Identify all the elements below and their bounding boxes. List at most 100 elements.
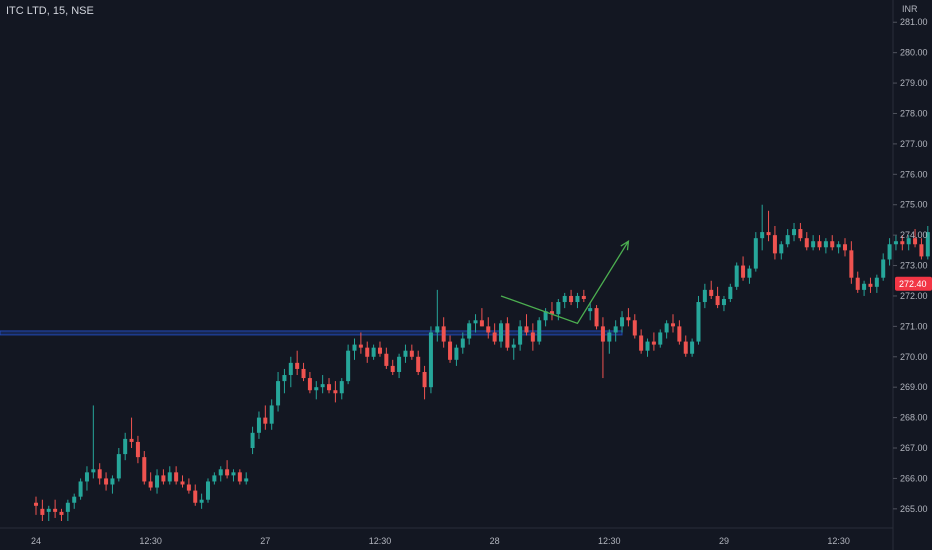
candle-body xyxy=(575,295,580,303)
y-tick-label: 273.00 xyxy=(900,261,928,271)
candle-body xyxy=(607,332,612,342)
candle-body xyxy=(747,268,752,278)
candle-body xyxy=(868,283,873,287)
candle-body xyxy=(129,438,134,442)
y-tick-label: 269.00 xyxy=(900,382,928,392)
currency-label: INR xyxy=(902,4,918,14)
candle-body xyxy=(620,317,625,327)
candle-body xyxy=(46,508,51,512)
y-tick-label: 279.00 xyxy=(900,78,928,88)
candle-body xyxy=(225,469,230,476)
candle-body xyxy=(511,344,516,348)
candle-body xyxy=(390,365,395,372)
candle-body xyxy=(371,347,376,357)
candle-body xyxy=(760,232,765,239)
y-tick-label: 274.00 xyxy=(900,230,928,240)
candle-body xyxy=(658,332,663,345)
candle-body xyxy=(174,472,179,482)
candle-body xyxy=(709,289,714,296)
candle-body xyxy=(518,326,523,345)
candle-body xyxy=(728,286,733,299)
candle-body xyxy=(683,341,688,354)
candle-body xyxy=(893,241,898,245)
candle-body xyxy=(626,317,631,321)
candle-body xyxy=(199,499,204,503)
candle-body xyxy=(639,335,644,351)
candle-body xyxy=(530,332,535,342)
y-tick-label: 267.00 xyxy=(900,443,928,453)
candle-body xyxy=(91,469,96,473)
candle-body xyxy=(193,490,198,503)
x-tick-label: 27 xyxy=(260,536,270,546)
y-tick-label: 276.00 xyxy=(900,169,928,179)
candle-body xyxy=(441,326,446,342)
candle-body xyxy=(161,475,166,482)
candle-body xyxy=(384,353,389,366)
candle-body xyxy=(454,347,459,360)
candle-body xyxy=(766,232,771,236)
candle-body xyxy=(919,244,924,257)
candle-body xyxy=(862,283,867,290)
last-price-badge xyxy=(895,276,932,291)
candle-body xyxy=(696,302,701,342)
x-tick-label: 12:30 xyxy=(827,536,850,546)
candle-body xyxy=(269,405,274,424)
candle-body xyxy=(288,362,293,376)
candle-body xyxy=(212,475,217,482)
candle-body xyxy=(479,320,484,327)
x-tick-label: 12:30 xyxy=(369,536,392,546)
candle-body xyxy=(594,308,599,327)
candle-body xyxy=(753,238,758,269)
last-price-label: 272.40 xyxy=(899,279,927,289)
candle-body xyxy=(467,323,472,339)
candle-body xyxy=(142,457,147,482)
candle-body xyxy=(543,311,548,321)
candle-body xyxy=(448,341,453,360)
candle-body xyxy=(428,332,433,388)
candle-body xyxy=(116,454,121,479)
candle-body xyxy=(651,341,656,345)
candle-body xyxy=(779,244,784,254)
candle-body xyxy=(148,481,153,488)
candle-body xyxy=(499,323,504,342)
candle-body xyxy=(352,344,357,351)
candle-body xyxy=(97,469,102,479)
candle-body xyxy=(849,250,854,278)
candle-body xyxy=(817,241,822,248)
candle-body xyxy=(460,338,465,348)
candle-body xyxy=(645,341,650,351)
candle-body xyxy=(830,241,835,248)
candle-body xyxy=(600,326,605,342)
candle-body xyxy=(135,441,140,458)
candle-body xyxy=(244,478,249,482)
candle-body xyxy=(842,244,847,251)
candle-body xyxy=(365,347,370,357)
candle-body xyxy=(416,356,421,372)
candle-body xyxy=(282,375,287,382)
candle-body xyxy=(104,478,109,485)
candle-body xyxy=(823,241,828,248)
x-tick-label: 28 xyxy=(490,536,500,546)
candle-body xyxy=(887,244,892,260)
resistance-zone xyxy=(0,330,623,336)
y-tick-label: 265.00 xyxy=(900,504,928,514)
candle-body xyxy=(346,350,351,382)
candle-body xyxy=(327,384,332,391)
candle-body xyxy=(562,295,567,303)
candle-body xyxy=(811,241,816,248)
candle-body xyxy=(588,308,593,312)
candle-body xyxy=(167,472,172,482)
y-tick-label: 277.00 xyxy=(900,139,928,149)
candle-body xyxy=(276,381,281,406)
candle-body xyxy=(549,311,554,315)
candle-body xyxy=(295,362,300,369)
candle-body xyxy=(925,232,930,257)
candle-body xyxy=(581,295,586,299)
candle-body xyxy=(123,438,128,455)
candle-body xyxy=(505,323,510,348)
candle-body xyxy=(734,265,739,287)
candle-body xyxy=(307,378,312,391)
candle-body xyxy=(569,295,574,303)
candle-body xyxy=(40,508,45,515)
